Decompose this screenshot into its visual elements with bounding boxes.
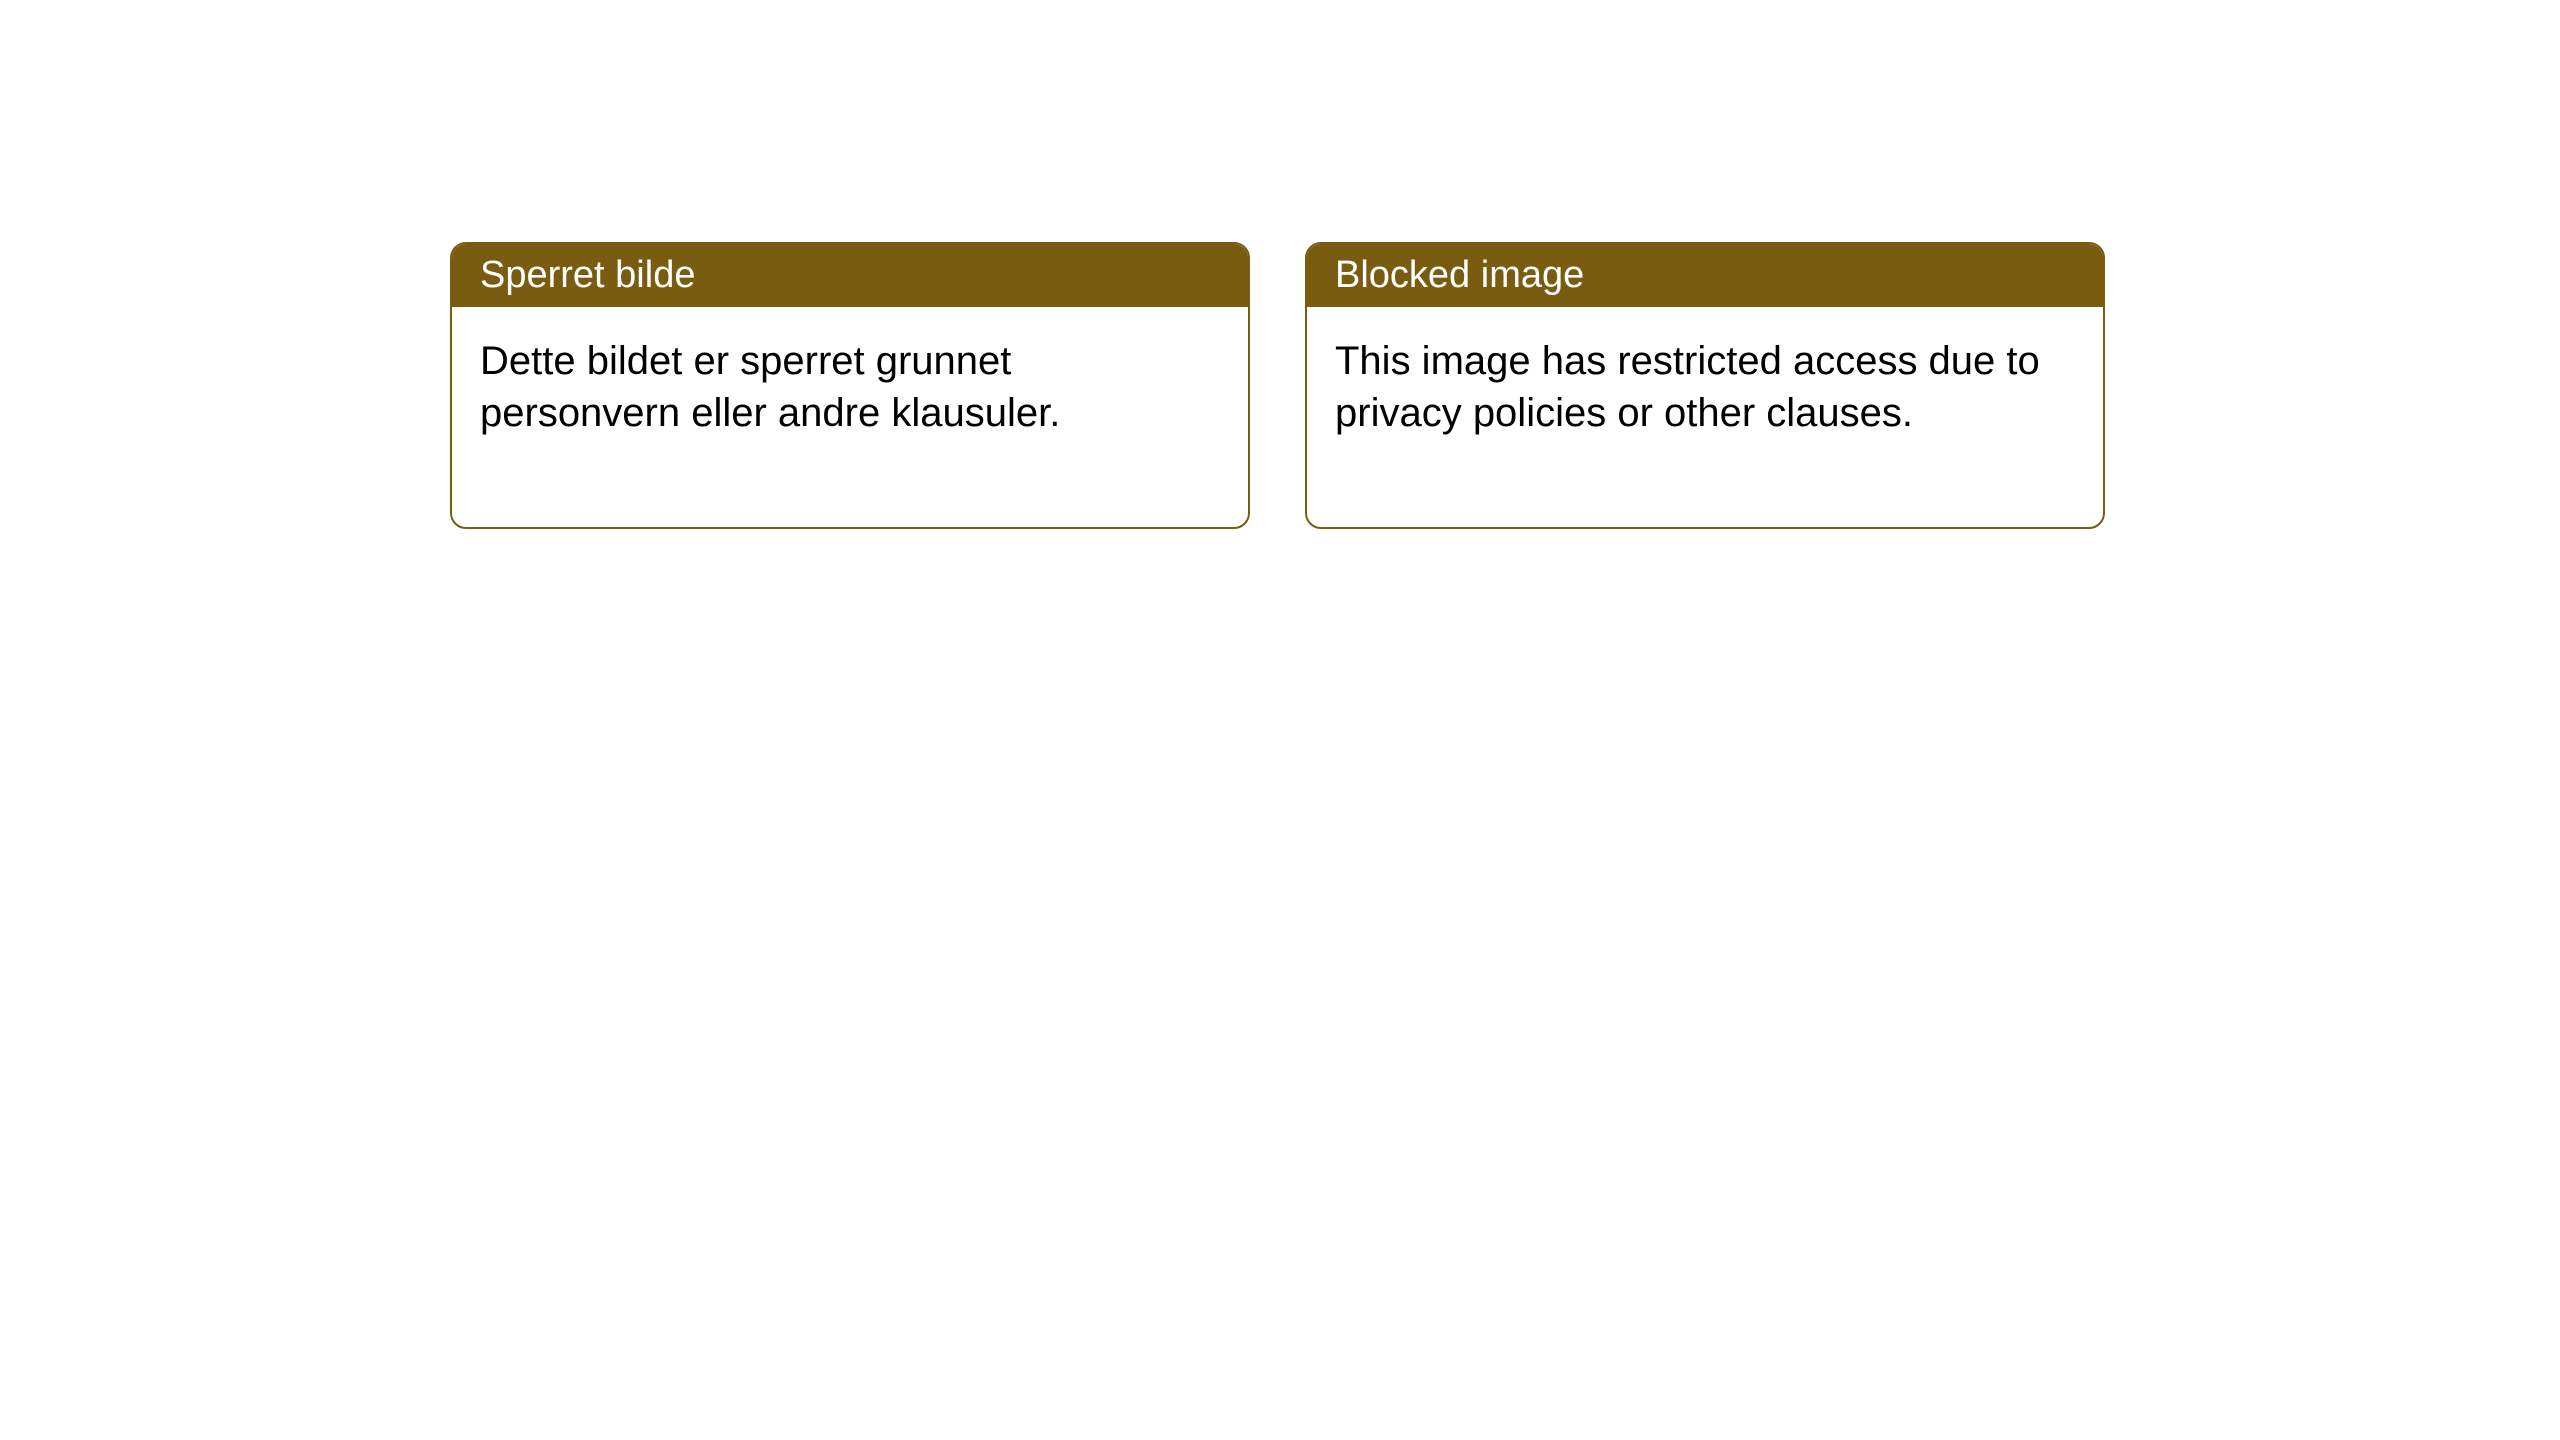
card-body-no: Dette bildet er sperret grunnet personve… xyxy=(452,307,1248,527)
blocked-card-no: Sperret bilde Dette bildet er sperret gr… xyxy=(450,242,1250,529)
blocked-image-cards: Sperret bilde Dette bildet er sperret gr… xyxy=(450,242,2105,529)
card-title-en: Blocked image xyxy=(1307,244,2103,307)
blocked-card-en: Blocked image This image has restricted … xyxy=(1305,242,2105,529)
card-title-no: Sperret bilde xyxy=(452,244,1248,307)
card-body-en: This image has restricted access due to … xyxy=(1307,307,2103,527)
